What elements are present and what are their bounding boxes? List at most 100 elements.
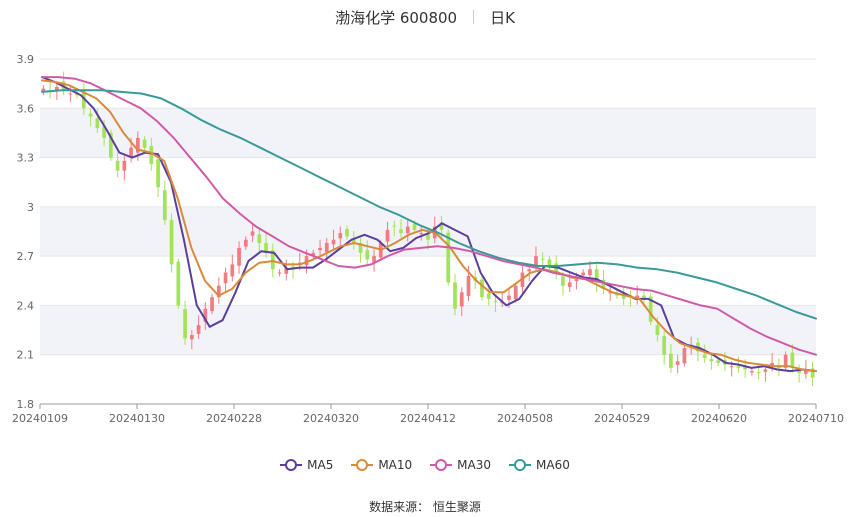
legend-ma30-ring — [435, 459, 448, 471]
y-tick-label: 3.3 — [17, 152, 35, 165]
legend-item-ma5[interactable]: MA5 — [280, 458, 333, 472]
legend-item-ma60[interactable]: MA60 — [509, 458, 570, 472]
x-tick-label: 20240109 — [12, 412, 68, 425]
candle-body — [804, 369, 808, 374]
candle-body — [446, 232, 451, 283]
legend-ma5-ring — [285, 459, 298, 471]
candle-body — [257, 234, 262, 243]
candle-body — [439, 222, 444, 230]
candle-body — [574, 279, 579, 282]
candle-body — [55, 86, 59, 91]
candle-body — [169, 220, 174, 265]
y-tick-label: 3.6 — [17, 102, 35, 115]
candle-body — [426, 234, 430, 240]
candle-body — [237, 247, 241, 266]
candle-body — [264, 243, 268, 253]
legend-ma30-icon — [430, 459, 453, 471]
candle-body — [790, 352, 795, 367]
chart-header: 渤海化学 600800 日K — [0, 6, 850, 28]
candle-body — [642, 295, 646, 299]
candle-body — [662, 336, 667, 355]
candle-body — [385, 229, 390, 242]
candle-body — [129, 147, 133, 158]
candle-body — [729, 366, 734, 368]
candle-body — [581, 272, 586, 276]
candle-body — [142, 139, 147, 148]
legend-item-ma30[interactable]: MA30 — [430, 458, 491, 472]
candle-body — [365, 250, 370, 260]
candle-body — [183, 308, 187, 339]
candle-body — [466, 275, 471, 296]
candle-body — [756, 372, 761, 374]
legend: MA5 MA10 MA30 MA60 — [0, 458, 850, 472]
x-tick-label: 20240320 — [303, 412, 359, 425]
candle-body — [399, 229, 403, 234]
legend-ma60-ring — [514, 459, 527, 471]
candle-body — [750, 371, 754, 373]
candle-body — [588, 269, 592, 276]
candle-body — [68, 93, 73, 95]
candle-body — [331, 239, 336, 245]
candle-body — [358, 243, 363, 253]
candle-body — [284, 267, 289, 274]
candle-body — [88, 113, 93, 117]
y-tick-label: 1.8 — [17, 398, 35, 411]
candle-body — [594, 269, 599, 283]
candle-body — [216, 285, 221, 298]
candle-body — [682, 348, 687, 364]
candle-body — [675, 361, 680, 365]
candle-body — [304, 256, 309, 266]
candle-body — [135, 137, 140, 153]
candle-body — [716, 360, 721, 363]
candle-body — [223, 272, 228, 284]
candle-body — [513, 285, 518, 300]
data-source: 数据来源： 恒生聚源 — [369, 500, 481, 514]
candle-body — [176, 261, 181, 306]
y-tick-label: 2.1 — [17, 349, 35, 362]
candle-body — [810, 368, 815, 378]
candle-body — [108, 132, 113, 158]
candle-body — [540, 258, 545, 260]
y-tick-label: 3.9 — [17, 53, 35, 66]
candle-body — [318, 247, 322, 251]
legend-ma60-label: MA60 — [536, 458, 570, 472]
candle-body — [372, 256, 376, 264]
title-divider — [473, 10, 475, 24]
candle-body — [783, 354, 788, 368]
candle-body — [655, 325, 660, 335]
y-tick-label: 2.4 — [17, 299, 35, 312]
candle-body — [567, 282, 572, 287]
candle-body — [412, 223, 417, 230]
legend-ma10-icon — [351, 459, 374, 471]
legend-ma5-label: MA5 — [307, 458, 334, 472]
x-tick-label: 20240710 — [788, 412, 844, 425]
candle-body — [149, 146, 154, 165]
candle-body — [507, 295, 511, 300]
period-tab[interactable]: 日K — [490, 8, 515, 27]
candle-body — [527, 269, 532, 272]
candle-body — [702, 354, 707, 358]
candle-body — [122, 160, 127, 171]
legend-ma10-label: MA10 — [378, 458, 413, 472]
ma-line-ma10 — [41, 79, 817, 373]
chart-title: 渤海化学 600800 — [335, 8, 458, 27]
candle-body — [162, 190, 167, 220]
candle-body — [547, 259, 552, 266]
candle-body — [459, 292, 464, 307]
x-tick-label: 20240228 — [206, 412, 262, 425]
candle-body — [189, 335, 194, 340]
candle-body — [770, 362, 774, 367]
candle-body — [95, 118, 100, 128]
candle-body — [250, 231, 255, 236]
x-tick-label: 20240412 — [400, 412, 456, 425]
candle-body — [648, 296, 653, 322]
candle-body — [621, 294, 626, 299]
candle-body — [102, 126, 106, 138]
candle-body — [345, 228, 349, 237]
candle-body — [210, 297, 214, 312]
candle-body — [486, 293, 491, 299]
legend-item-ma10[interactable]: MA10 — [351, 458, 412, 472]
candle-body — [82, 91, 86, 109]
candle-body — [534, 256, 538, 266]
